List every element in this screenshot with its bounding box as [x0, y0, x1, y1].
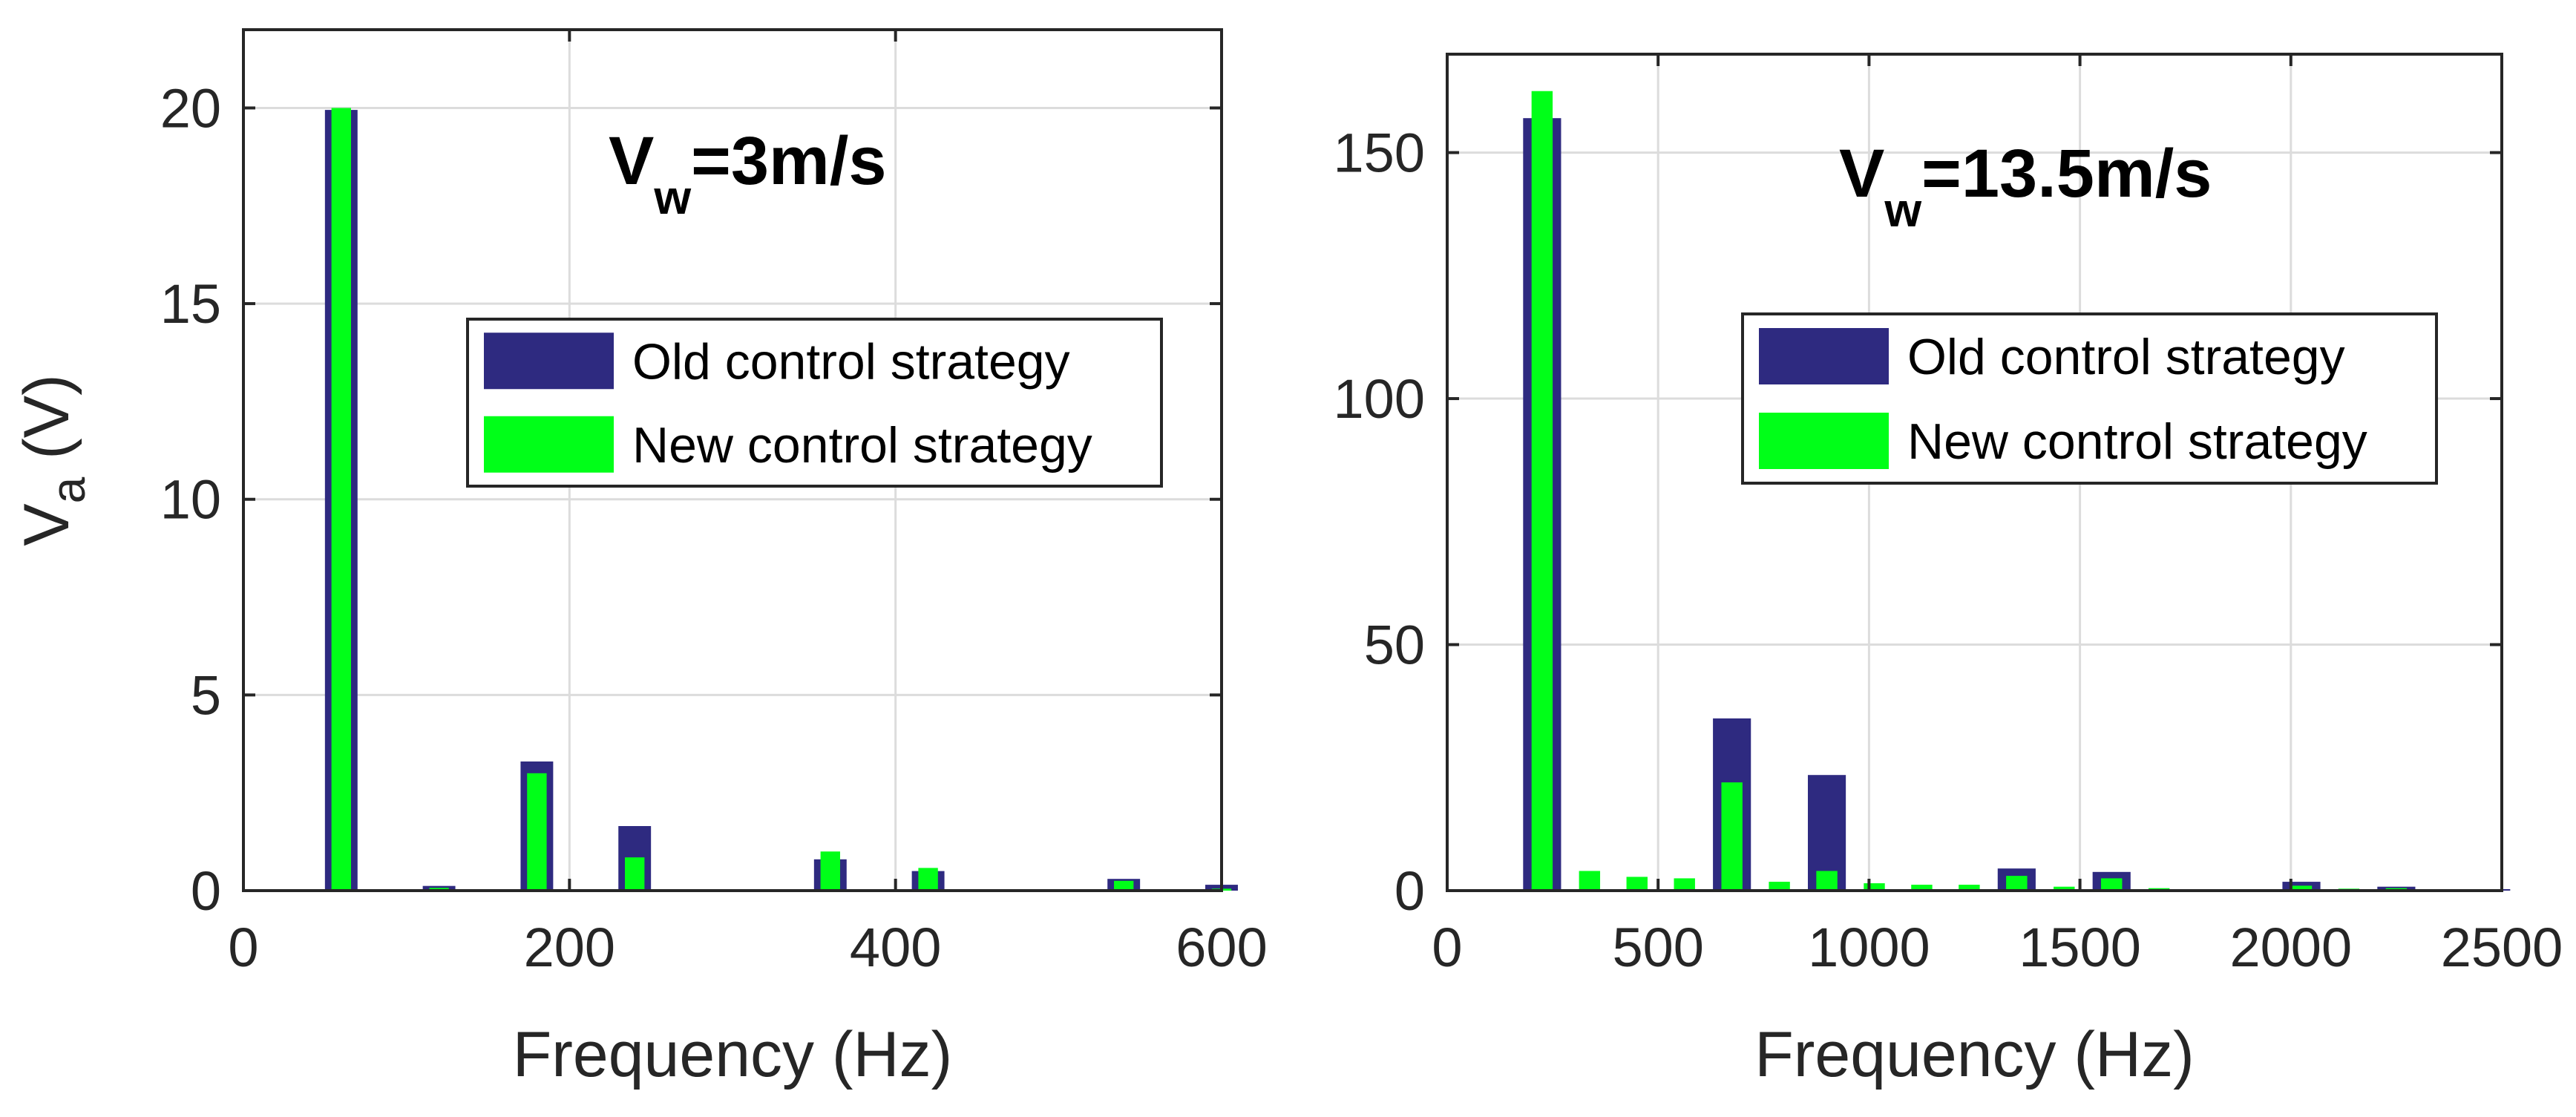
x-tick-label: 0 — [228, 917, 258, 978]
legend-label: New control strategy — [632, 417, 1092, 474]
bar-new — [527, 773, 547, 891]
bar-new — [2101, 878, 2123, 891]
x-tick-label: 2500 — [2441, 917, 2563, 978]
x-tick-label: 1500 — [2019, 917, 2141, 978]
x-tick-label: 200 — [524, 917, 615, 978]
wind-speed-annotation: Vw=13.5m/s — [1839, 136, 2212, 237]
x-tick-label: 500 — [1612, 917, 1703, 978]
x-tick-label: 600 — [1176, 917, 1267, 978]
y-tick-label: 50 — [1364, 615, 1425, 676]
legend-swatch — [484, 333, 614, 390]
bar-new — [1579, 871, 1601, 891]
bar-new — [625, 857, 645, 891]
bar-new — [1114, 880, 1134, 891]
bar-new — [331, 108, 351, 891]
legend-swatch — [1759, 413, 1889, 469]
y-axis-label: Va (V) — [11, 374, 95, 546]
x-tick-label: 400 — [850, 917, 941, 978]
legend-swatch — [1759, 328, 1889, 384]
y-tick-label: 150 — [1334, 122, 1425, 184]
y-tick-label: 100 — [1334, 368, 1425, 430]
x-axis-label: Frequency (Hz) — [1754, 1019, 2195, 1090]
legend: Old control strategy New control strategy — [466, 318, 1163, 488]
axes-box — [242, 28, 1223, 892]
bar-new — [1864, 883, 1885, 891]
chart-1: 0 200 400 600 0 5 10 15 20 Frequency (Hz) Va (V) Vw… — [11, 28, 1268, 1090]
x-tick-label: 2000 — [2229, 917, 2352, 978]
bar-new — [1769, 882, 1790, 891]
y-tick-label: 0 — [191, 860, 221, 922]
legend-label: Old control strategy — [632, 333, 1070, 390]
bar-new — [918, 868, 938, 891]
axes-box — [1446, 53, 2503, 892]
bar-new — [1959, 885, 1980, 891]
bar-new — [1721, 782, 1743, 891]
wind-speed-annotation: Vw=3m/s — [609, 123, 887, 224]
legend-label: New control strategy — [1907, 413, 2367, 470]
legend: Old control strategy New control strategy — [1741, 312, 2438, 485]
bar-new — [1911, 885, 1933, 891]
bar-new — [2054, 886, 2075, 891]
legend-label: Old control strategy — [1907, 329, 2345, 385]
x-tick-label: 1000 — [1808, 917, 1930, 978]
bar-new — [1626, 877, 1648, 891]
bar-new — [2006, 876, 2028, 891]
bar-new — [1816, 871, 1838, 891]
y-tick-label: 0 — [1394, 860, 1425, 922]
bar-new — [1674, 878, 1695, 891]
y-tick-label: 15 — [160, 273, 221, 335]
y-tick-label: 20 — [160, 77, 221, 139]
bar-new — [820, 851, 840, 891]
bar-new — [1531, 91, 1553, 891]
y-tick-label: 10 — [160, 469, 221, 531]
y-tick-label: 5 — [191, 664, 221, 726]
bar-new — [2290, 885, 2313, 891]
chart-2: 0 500 1000 1500 2000 2500 0 50 100 150 Frequency (… — [1334, 53, 2563, 1090]
x-axis-label: Frequency (Hz) — [513, 1019, 953, 1090]
legend-swatch — [484, 416, 614, 473]
x-tick-label: 0 — [1432, 917, 1462, 978]
